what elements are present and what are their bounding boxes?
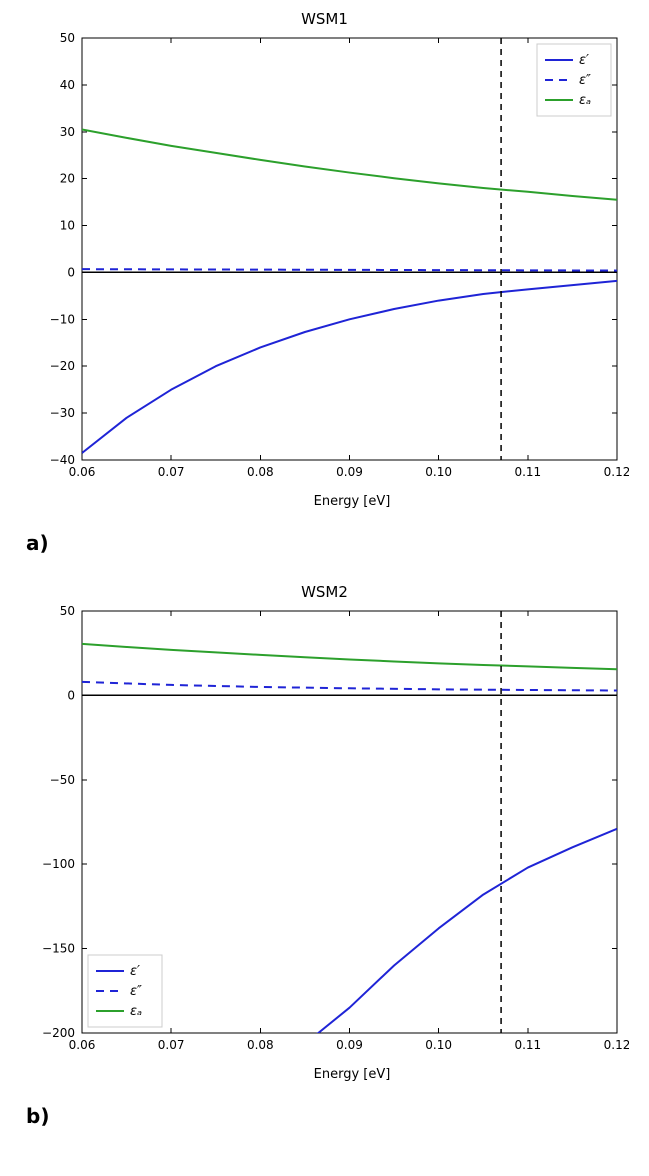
series-eps_prime [82,281,617,453]
svg-text:−10: −10 [50,312,75,326]
svg-text:0.11: 0.11 [514,465,541,479]
svg-text:10: 10 [60,219,75,233]
legend-label: εₐ [579,93,591,108]
svg-text:50: 50 [60,32,75,45]
svg-text:0: 0 [67,688,75,702]
legend-label: ε″ [579,73,591,88]
figure-root: WSM1 −40−30−20−10010203040500.060.070.08… [0,0,649,1176]
svg-text:0.07: 0.07 [158,465,185,479]
xlabel: Energy [eV] [20,1067,629,1082]
svg-text:−150: −150 [42,942,75,956]
legend-label: ε″ [130,984,142,999]
svg-text:50: 50 [60,605,75,618]
svg-text:0.11: 0.11 [514,1038,541,1052]
legend-label: εₐ [130,1004,142,1019]
legend-label: ε′ [579,53,589,68]
svg-text:0.12: 0.12 [604,1038,629,1052]
sublabel-a: a) [26,531,629,555]
panel-wsm2: WSM2 −200−150−100−500500.060.070.080.090… [20,583,629,1082]
svg-text:−20: −20 [50,359,75,373]
svg-text:40: 40 [60,78,75,92]
svg-text:20: 20 [60,172,75,186]
svg-text:0.10: 0.10 [425,465,452,479]
panel-title: WSM2 [20,583,629,601]
svg-text:0.07: 0.07 [158,1038,185,1052]
panel-wsm1: WSM1 −40−30−20−10010203040500.060.070.08… [20,10,629,509]
svg-text:0.09: 0.09 [336,1038,363,1052]
chart-svg: −200−150−100−500500.060.070.080.090.100.… [20,605,629,1065]
sublabel-b: b) [26,1104,629,1128]
legend-label: ε′ [130,964,140,979]
svg-text:0.09: 0.09 [336,465,363,479]
svg-text:−50: −50 [50,773,75,787]
series-eps_dprime [82,682,617,691]
svg-text:0.06: 0.06 [69,465,96,479]
svg-text:−30: −30 [50,406,75,420]
svg-text:0.08: 0.08 [247,465,274,479]
chart-svg: −40−30−20−10010203040500.060.070.080.090… [20,32,629,492]
svg-text:0.06: 0.06 [69,1038,96,1052]
xlabel: Energy [eV] [20,494,629,509]
svg-text:−100: −100 [42,857,75,871]
svg-text:0.08: 0.08 [247,1038,274,1052]
svg-text:0: 0 [67,265,75,279]
svg-text:0.12: 0.12 [604,465,629,479]
series-eps_a [82,129,617,199]
series-eps_dprime [82,269,617,270]
svg-text:0.10: 0.10 [425,1038,452,1052]
series-eps_a [82,644,617,669]
svg-text:30: 30 [60,125,75,139]
panel-title: WSM1 [20,10,629,28]
